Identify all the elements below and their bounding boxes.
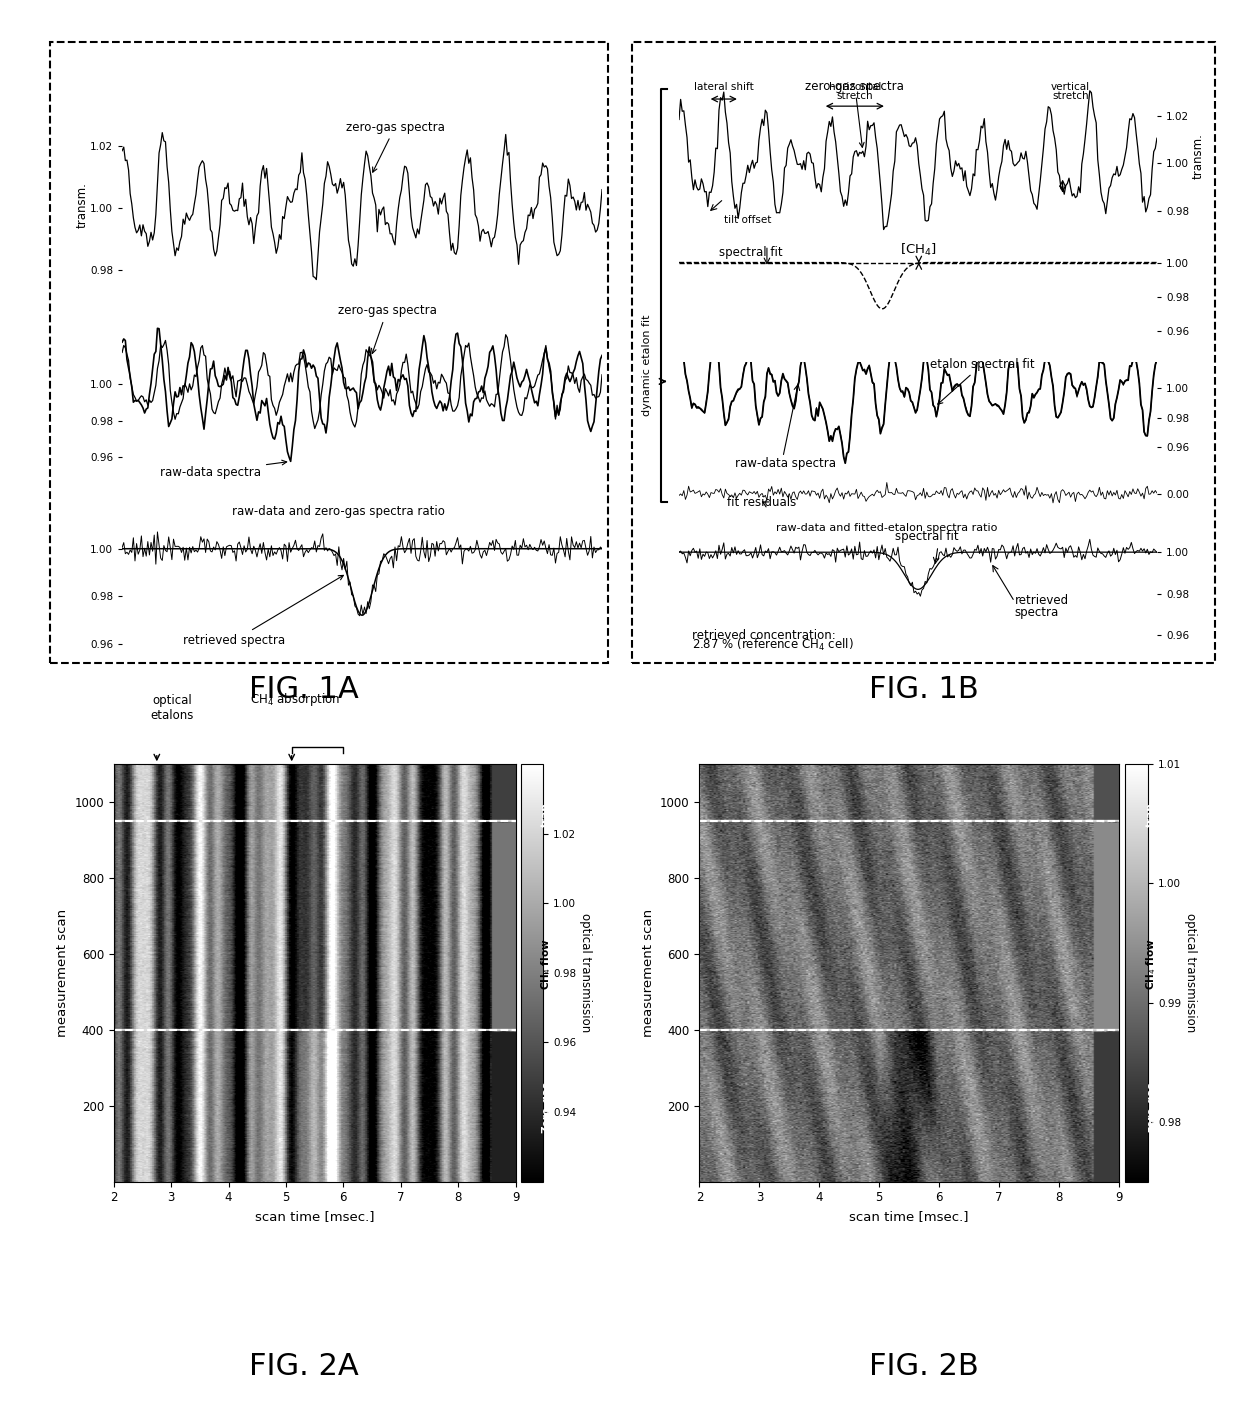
- Text: optical
etalons: optical etalons: [151, 694, 193, 722]
- Text: spectral fit: spectral fit: [719, 245, 782, 258]
- Y-axis label: transm.: transm.: [1192, 133, 1205, 179]
- Text: stretch: stretch: [837, 92, 873, 102]
- Text: vertical: vertical: [1052, 82, 1090, 92]
- Text: CH$_4$ flow: CH$_4$ flow: [539, 939, 553, 990]
- Text: zero-gas spectra: zero-gas spectra: [346, 121, 444, 172]
- Text: etalon spectral fit: etalon spectral fit: [930, 358, 1035, 405]
- Text: zero-gas spectra: zero-gas spectra: [806, 79, 904, 147]
- Text: raw-data and zero-gas spectra ratio: raw-data and zero-gas spectra ratio: [232, 505, 445, 519]
- Text: horizontal: horizontal: [828, 82, 882, 92]
- Y-axis label: optical transmission: optical transmission: [1184, 914, 1197, 1032]
- Text: lateral shift: lateral shift: [694, 82, 754, 92]
- Text: FIG. 1A: FIG. 1A: [249, 675, 358, 704]
- Text: CH$_4$ flow: CH$_4$ flow: [1145, 939, 1158, 990]
- Text: tilt offset: tilt offset: [724, 214, 771, 224]
- Text: dynamic etalon fit: dynamic etalon fit: [642, 314, 652, 416]
- Y-axis label: transm.: transm.: [76, 182, 88, 228]
- Text: fit residuals: fit residuals: [727, 496, 796, 509]
- Text: raw-data and fitted-etalon spectra ratio: raw-data and fitted-etalon spectra ratio: [776, 523, 997, 533]
- Text: Zero-gas: Zero-gas: [541, 1080, 552, 1132]
- Text: stretch: stretch: [1053, 92, 1089, 102]
- Text: [CH$_4$]: [CH$_4$]: [900, 243, 937, 258]
- Text: zero-gas: zero-gas: [1146, 1081, 1156, 1132]
- Text: raw-data spectra: raw-data spectra: [160, 460, 286, 478]
- X-axis label: scan time [msec.]: scan time [msec.]: [849, 1210, 968, 1222]
- Text: CH$_4$ absorption: CH$_4$ absorption: [250, 691, 340, 708]
- Text: retrieved: retrieved: [1014, 594, 1069, 606]
- Text: trap: trap: [1146, 802, 1156, 826]
- X-axis label: scan time [msec.]: scan time [msec.]: [255, 1210, 374, 1222]
- Text: retrieved concentration:: retrieved concentration:: [692, 629, 836, 642]
- Y-axis label: measurement scan: measurement scan: [641, 909, 655, 1036]
- Text: retrieved spectra: retrieved spectra: [184, 575, 343, 647]
- Text: raw-data spectra: raw-data spectra: [735, 457, 836, 471]
- Text: zero-gas spectra: zero-gas spectra: [337, 305, 436, 354]
- Text: FIG. 2B: FIG. 2B: [869, 1352, 978, 1380]
- Text: trap: trap: [541, 802, 552, 826]
- Y-axis label: optical transmission: optical transmission: [579, 914, 591, 1032]
- Text: spectra: spectra: [1014, 606, 1059, 619]
- Text: spectral fit: spectral fit: [895, 530, 959, 543]
- Text: FIG. 1B: FIG. 1B: [869, 675, 978, 704]
- Text: FIG. 2A: FIG. 2A: [249, 1352, 358, 1380]
- Y-axis label: measurement scan: measurement scan: [56, 909, 69, 1036]
- Text: 2.87 % (reference CH$_4$ cell): 2.87 % (reference CH$_4$ cell): [692, 637, 853, 653]
